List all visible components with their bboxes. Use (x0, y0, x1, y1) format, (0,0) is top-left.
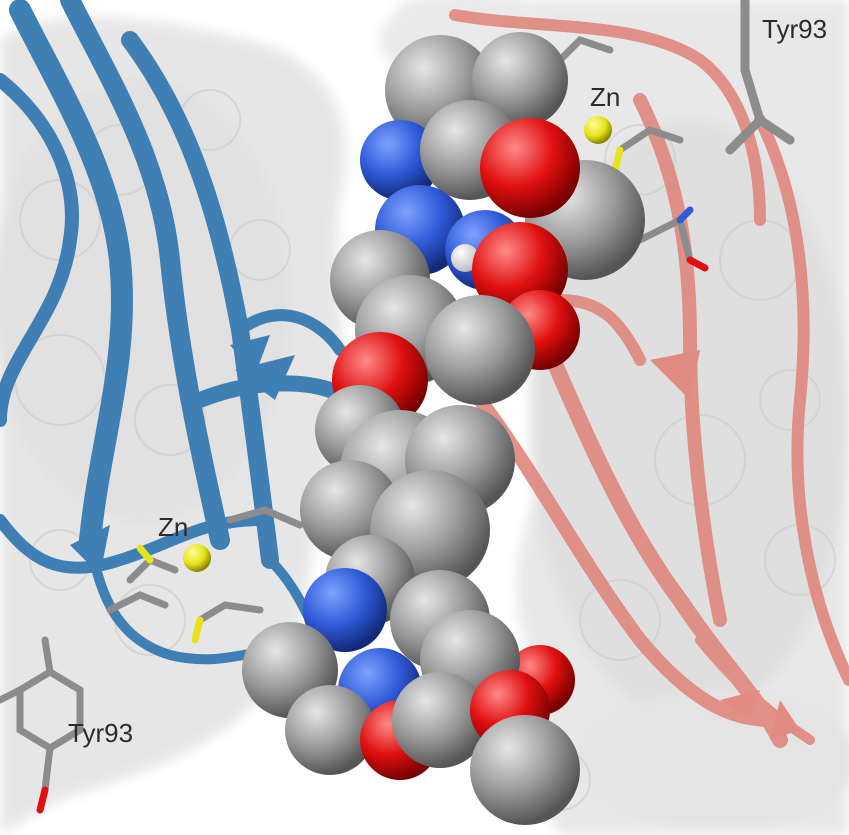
ligand-spheres (242, 32, 645, 825)
ribbon-chain-a-arrows (70, 335, 295, 575)
zinc-ion-top (584, 116, 612, 144)
tyrosine-label-left: Tyr93 (68, 718, 134, 748)
ribbon-chain-b-arrows (650, 350, 800, 740)
zinc-ion-left (183, 544, 211, 572)
cysteine-sticks-left (106, 506, 304, 644)
zinc-label-top: Zn (590, 82, 621, 112)
ribbon-chain-a (0, 0, 346, 665)
tyrosine-sticks-left (0, 636, 84, 814)
tyrosine-sticks-top (725, 0, 795, 155)
tyrosine-label-top: Tyr93 (762, 14, 828, 44)
zinc-label-left: Zn (158, 512, 189, 542)
